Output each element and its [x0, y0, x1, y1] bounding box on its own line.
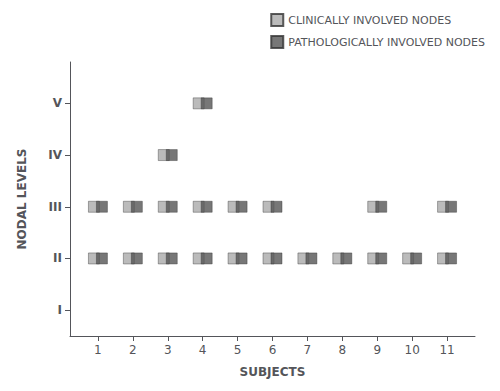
svg-text:3: 3: [164, 343, 172, 357]
svg-text:CLINICALLY INVOLVED NODES: CLINICALLY INVOLVED NODES: [288, 14, 451, 27]
svg-text:NODAL LEVELS: NODAL LEVELS: [15, 149, 29, 250]
svg-text:5: 5: [234, 343, 242, 357]
svg-text:2: 2: [129, 343, 137, 357]
svg-text:IV: IV: [48, 148, 62, 162]
svg-text:SUBJECTS: SUBJECTS: [240, 365, 306, 379]
svg-text:II: II: [53, 251, 62, 265]
svg-text:8: 8: [339, 343, 347, 357]
svg-text:10: 10: [405, 343, 420, 357]
svg-text:4: 4: [199, 343, 207, 357]
svg-text:V: V: [53, 96, 63, 110]
svg-text:III: III: [49, 200, 62, 214]
svg-text:11: 11: [439, 343, 454, 357]
svg-text:PATHOLOGICALLY INVOLVED NODES: PATHOLOGICALLY INVOLVED NODES: [288, 36, 485, 49]
svg-text:I: I: [58, 303, 62, 317]
svg-text:1: 1: [94, 343, 102, 357]
svg-text:6: 6: [269, 343, 277, 357]
svg-text:7: 7: [304, 343, 312, 357]
svg-text:9: 9: [373, 343, 381, 357]
